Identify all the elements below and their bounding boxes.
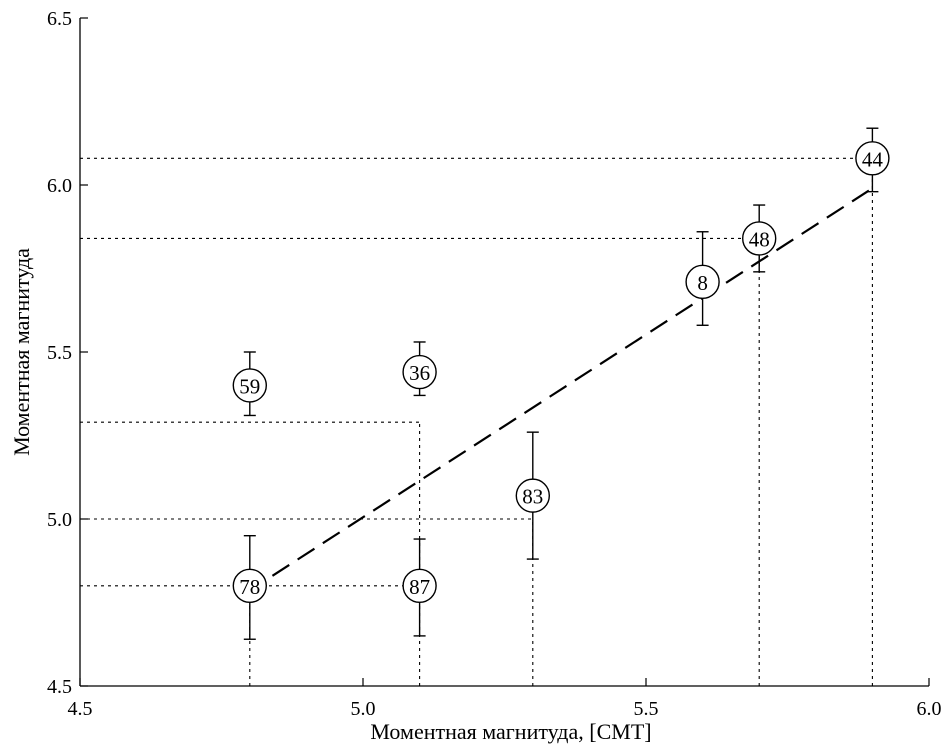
fit-line-group xyxy=(272,188,872,575)
y-tick-label: 6.5 xyxy=(47,8,72,30)
x-tick-label: 6.0 xyxy=(917,698,942,720)
y-tick-label: 5.5 xyxy=(47,342,72,364)
point-label: 87 xyxy=(409,575,430,599)
x-axis-title: Моментная магнитуда, [CMT] xyxy=(370,719,651,744)
data-point: 44 xyxy=(856,128,889,191)
point-label: 36 xyxy=(409,361,430,385)
x-tick-label: 5.0 xyxy=(351,698,376,720)
axes: 4.5 5.0 5.5 6.0 4.5 5.0 5.5 6.0 6.5 xyxy=(47,8,942,720)
data-point: 87 xyxy=(403,539,436,636)
y-tick-label: 6.0 xyxy=(47,175,72,197)
data-point: 8 xyxy=(686,232,719,326)
point-label: 48 xyxy=(749,227,770,251)
y-tick-label: 4.5 xyxy=(47,676,72,698)
data-points: 78 59 36 87 83 8 48 44 xyxy=(233,128,889,639)
y-tick-label: 5.0 xyxy=(47,509,72,531)
data-point: 59 xyxy=(233,352,266,415)
dashed-fit-line xyxy=(272,188,872,575)
data-point: 78 xyxy=(233,536,266,640)
point-label: 44 xyxy=(862,147,884,171)
x-tick-label: 4.5 xyxy=(68,698,93,720)
point-label: 78 xyxy=(239,575,260,599)
point-label: 83 xyxy=(522,485,543,509)
point-label: 59 xyxy=(239,374,260,398)
y-axis-title: Моментная магнитуда xyxy=(9,248,34,456)
data-point: 36 xyxy=(403,342,436,395)
x-tick-label: 5.5 xyxy=(634,698,659,720)
data-point: 83 xyxy=(516,432,549,559)
point-label: 8 xyxy=(697,271,708,295)
data-point: 48 xyxy=(743,205,776,272)
